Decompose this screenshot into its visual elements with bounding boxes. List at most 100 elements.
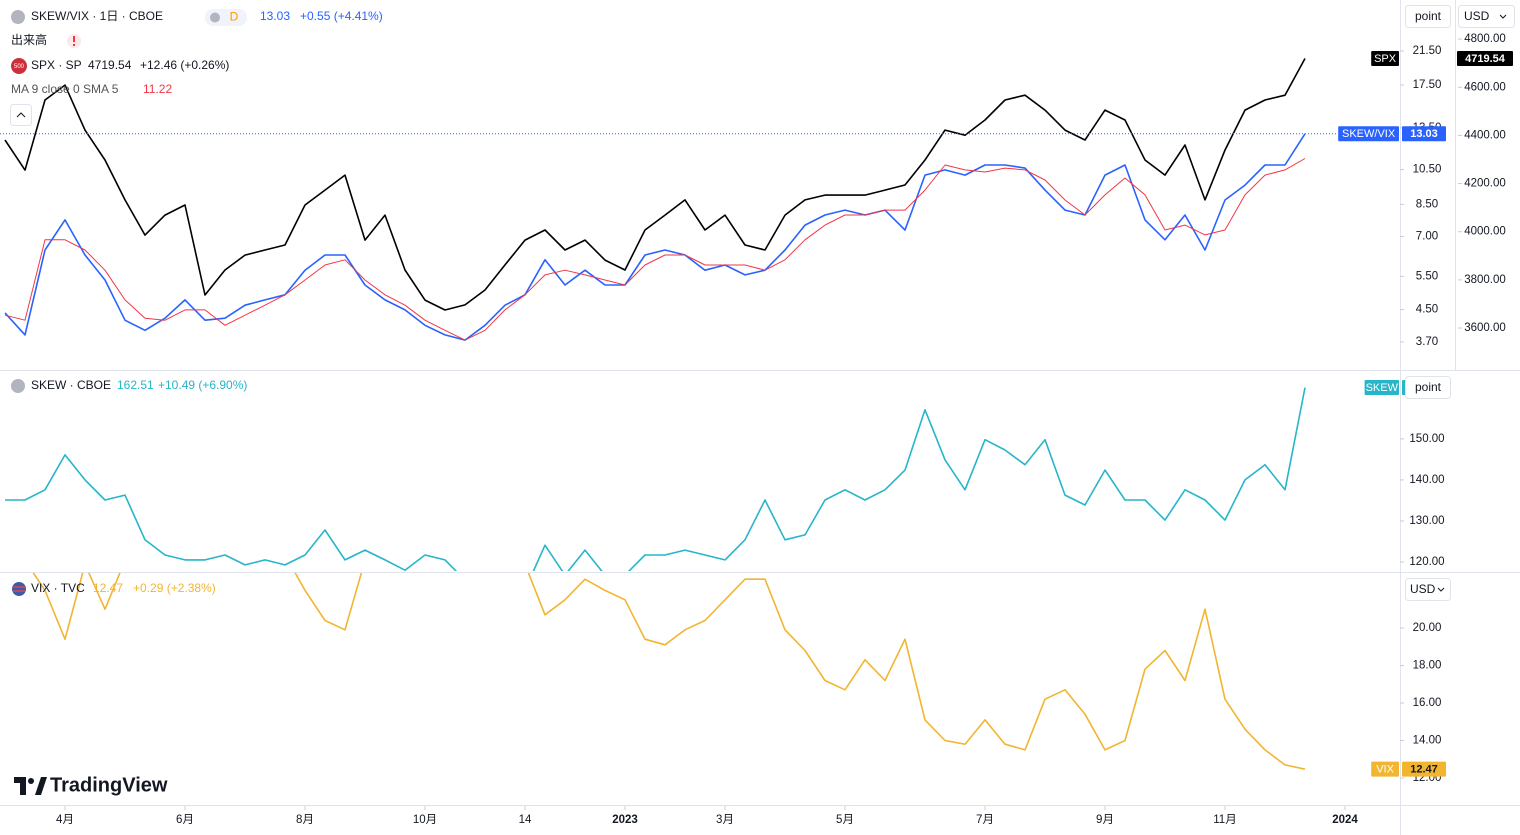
overlay: SKEW/VIX · 1日 · CBOE D 13.03 +0.55 (+4.4…	[10, 5, 1515, 796]
series-title: SPX · SP	[31, 58, 82, 72]
y-tick-label: 4200.00	[1464, 178, 1506, 190]
y-tick-label: 8.50	[1416, 198, 1438, 210]
volume-label: 出来高	[11, 32, 47, 47]
chevron	[1437, 587, 1445, 592]
currency-button-label: USD	[1464, 9, 1490, 23]
currency-button[interactable]	[1458, 5, 1515, 28]
x-tick-label: 4月	[56, 814, 74, 826]
price-value-label: 4719.54	[1465, 53, 1506, 65]
interval-badge: D	[230, 10, 239, 24]
chevron	[1499, 14, 1507, 19]
x-tick-label: 14	[519, 814, 532, 826]
change: +0.55 (+4.41%)	[300, 9, 383, 23]
y-tick-label: 21.50	[1413, 45, 1442, 57]
series-line	[32, 573, 1306, 770]
price-tag-label: SKEW	[1366, 382, 1399, 394]
x-tick-label: 2024	[1332, 814, 1358, 826]
y-tick-label: 5.50	[1416, 270, 1438, 282]
scale-button-label: point	[1415, 380, 1442, 394]
scale-button[interactable]	[1405, 376, 1451, 399]
y-tick-label: 17.50	[1413, 79, 1442, 91]
x-tick-label: 7月	[976, 814, 994, 826]
warning-dot	[73, 44, 75, 46]
price-value-label: 12.47	[1410, 764, 1438, 776]
y-tick-label: 3600.00	[1464, 322, 1506, 334]
y-tick-label: 140.00	[1409, 474, 1444, 486]
price-tag	[1364, 380, 1399, 396]
y-tick-label: 20.00	[1413, 622, 1442, 634]
pill-dot	[210, 12, 220, 23]
y-tick-label: 18.00	[1413, 659, 1442, 671]
logo: TradingView	[14, 774, 168, 796]
collapse-button[interactable]	[10, 104, 32, 126]
spx-icon	[11, 58, 27, 74]
spx-icon-label: 500	[14, 64, 25, 70]
indicator-value: 11.22	[143, 82, 172, 96]
plot	[32, 573, 1306, 770]
series-line	[4, 158, 1306, 341]
x-tick-label: 11月	[1213, 814, 1236, 826]
series-title: SKEW · CBOE	[31, 378, 111, 392]
series-title: VIX · TVC	[31, 581, 85, 595]
price-tag-label: VIX	[1376, 764, 1394, 776]
series-title: SKEW/VIX · 1日 · CBOE	[31, 9, 163, 23]
symbol-icon	[11, 10, 25, 24]
series-line	[4, 133, 1306, 341]
last-value: 13.03	[260, 9, 290, 23]
price-value-tag	[1457, 50, 1513, 66]
logo-text: TradingView	[50, 774, 168, 796]
last-value: 4719.54	[88, 58, 132, 72]
change: +10.49 (+6.90%)	[158, 378, 247, 392]
x-tick-label: 8月	[296, 814, 314, 826]
last-value: 162.51	[117, 378, 154, 392]
x-tick-label: 9月	[1096, 814, 1114, 826]
flag-stripes	[13, 586, 25, 592]
price-value-label: 13.03	[1410, 128, 1438, 140]
change: +0.29 (+2.38%)	[133, 581, 216, 595]
price-tag	[1371, 50, 1399, 66]
price-tag-label: SKEW/VIX	[1342, 128, 1396, 140]
indicator-title: MA 9 close 0 SMA 5	[11, 82, 119, 96]
currency-button-label: USD	[1410, 582, 1436, 596]
plot	[4, 58, 1306, 341]
x-tick-label: 2023	[612, 814, 638, 826]
price-tag	[1371, 761, 1399, 777]
price-tag	[1338, 126, 1399, 142]
flag-icon	[12, 582, 26, 596]
y-tick-label: 16.00	[1413, 697, 1442, 709]
chevron	[16, 112, 26, 118]
series-line	[4, 58, 1306, 311]
y-tick-label: 4000.00	[1464, 226, 1506, 238]
y-tick-label: 7.00	[1416, 231, 1438, 243]
plot	[5, 387, 1306, 571]
symbol-icon	[11, 379, 25, 393]
x-tick-label: 6月	[176, 814, 194, 826]
y-tick-label: 3800.00	[1464, 274, 1506, 286]
y-tick-label: 3.70	[1416, 336, 1438, 348]
last-value: 12.47	[93, 581, 123, 595]
price-value-tag	[1402, 761, 1446, 777]
x-tick-label: 5月	[836, 814, 854, 826]
y-tick-label: 150.00	[1409, 433, 1444, 445]
series-line	[5, 387, 1306, 571]
y-tick-label: 120.00	[1409, 556, 1444, 568]
scale-button[interactable]	[1405, 5, 1451, 28]
warning-mark	[73, 36, 75, 42]
plot-layer: 21.5017.5013.5010.508.507.005.504.503.70…	[0, 33, 1513, 826]
y-tick-label: 4.50	[1416, 304, 1438, 316]
y-tick-label: 4400.00	[1464, 129, 1506, 141]
price-tag-label: SPX	[1374, 53, 1397, 65]
y-tick-label: 4800.00	[1464, 33, 1506, 45]
x-tick-label: 10月	[413, 814, 437, 826]
change: +12.46 (+0.26%)	[140, 58, 229, 72]
y-tick-label: 4600.00	[1464, 81, 1506, 93]
scale-button-label: point	[1415, 9, 1442, 23]
currency-button[interactable]	[1405, 578, 1451, 601]
price-value-tag	[1402, 126, 1446, 142]
y-tick-label: 130.00	[1409, 515, 1444, 527]
y-tick-label: 10.50	[1413, 163, 1442, 175]
y-tick-label: 14.00	[1413, 735, 1442, 747]
